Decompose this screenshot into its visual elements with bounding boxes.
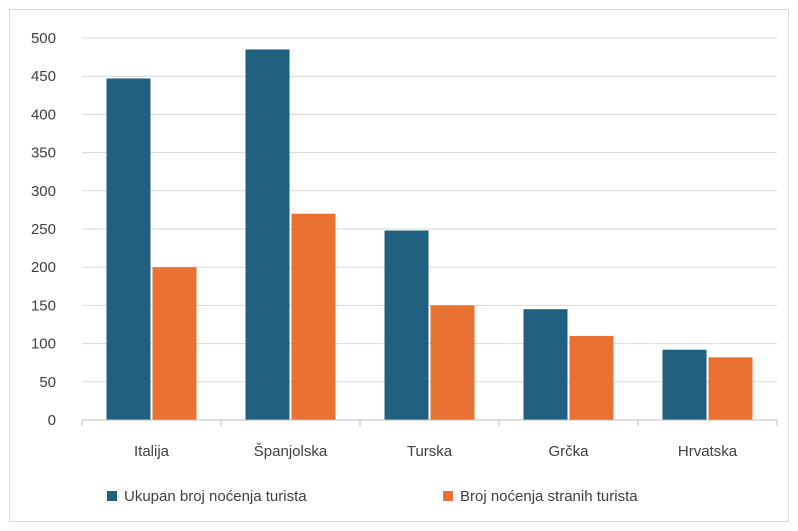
x-axis: [81, 419, 778, 426]
legend-swatch-1: [443, 491, 453, 501]
bar-ukupan-0: [106, 78, 151, 420]
y-tick-label: 50: [39, 374, 56, 391]
y-tick-label: 450: [31, 68, 56, 85]
bar-ukupan-4: [662, 349, 707, 420]
legend-label-0: Ukupan broj noćenja turista: [124, 488, 307, 505]
bar-strani-1: [291, 213, 336, 420]
y-tick-label: 500: [31, 30, 56, 47]
y-tick-label: 100: [31, 336, 56, 353]
x-category-label: Grčka: [548, 443, 589, 460]
bar-strani-3: [569, 335, 614, 420]
legend-label-1: Broj noćenja stranih turista: [460, 488, 638, 505]
x-axis-category-labels: Italija Španjolska Turska Grčka Hrvatska: [134, 443, 738, 460]
y-tick-label: 250: [31, 221, 56, 238]
bar-ukupan-3: [523, 309, 568, 420]
y-tick-label: 200: [31, 259, 56, 276]
y-tick-label: 0: [48, 412, 56, 429]
y-tick-label: 350: [31, 145, 56, 162]
bars: [106, 49, 753, 421]
bar-strani-4: [708, 357, 753, 420]
bar-strani-2: [430, 305, 475, 420]
x-category-label: Turska: [407, 443, 453, 460]
y-tick-label: 400: [31, 106, 56, 123]
y-tick-label: 300: [31, 183, 56, 200]
legend-swatch-0: [107, 491, 117, 501]
gridlines: [82, 37, 777, 383]
x-category-label: Španjolska: [254, 443, 328, 460]
y-axis-tick-labels: 0 50 100 150 200 250 300 350 400 450 500: [31, 30, 56, 429]
legend: Ukupan broj noćenja turista Broj noćenja …: [107, 488, 638, 505]
y-tick-label: 150: [31, 297, 56, 314]
bar-ukupan-2: [384, 230, 429, 420]
x-category-label: Italija: [134, 443, 170, 460]
bar-ukupan-1: [245, 49, 290, 421]
x-category-label: Hrvatska: [678, 443, 738, 460]
bar-strani-0: [152, 267, 197, 420]
